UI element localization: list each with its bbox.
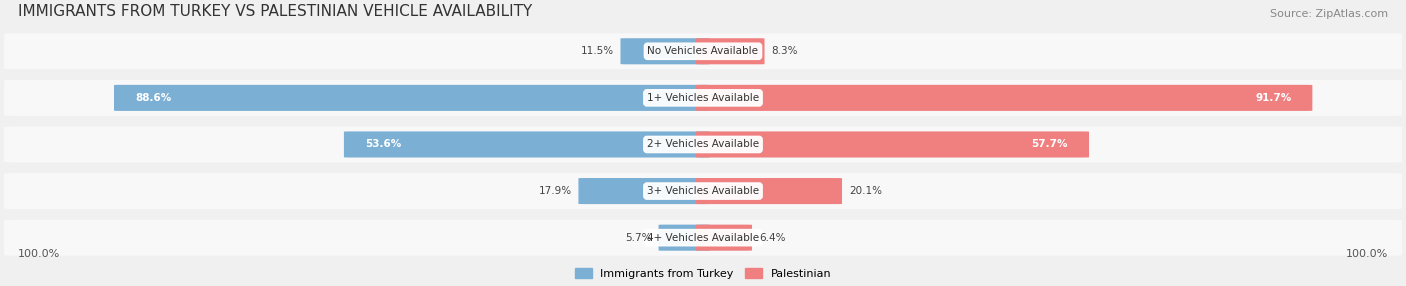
- Text: 1+ Vehicles Available: 1+ Vehicles Available: [647, 93, 759, 103]
- FancyBboxPatch shape: [658, 225, 710, 251]
- FancyBboxPatch shape: [696, 38, 765, 64]
- FancyBboxPatch shape: [578, 178, 710, 204]
- FancyBboxPatch shape: [4, 80, 1402, 116]
- Text: 17.9%: 17.9%: [538, 186, 571, 196]
- Text: 8.3%: 8.3%: [772, 46, 799, 56]
- Text: 2+ Vehicles Available: 2+ Vehicles Available: [647, 140, 759, 150]
- FancyBboxPatch shape: [696, 132, 1090, 158]
- Text: 57.7%: 57.7%: [1032, 140, 1069, 150]
- Text: No Vehicles Available: No Vehicles Available: [648, 46, 758, 56]
- FancyBboxPatch shape: [114, 85, 710, 111]
- FancyBboxPatch shape: [620, 38, 710, 64]
- Text: Source: ZipAtlas.com: Source: ZipAtlas.com: [1270, 9, 1388, 19]
- Text: 88.6%: 88.6%: [135, 93, 172, 103]
- FancyBboxPatch shape: [696, 178, 842, 204]
- Text: 91.7%: 91.7%: [1256, 93, 1291, 103]
- Text: 5.7%: 5.7%: [626, 233, 651, 243]
- Text: IMMIGRANTS FROM TURKEY VS PALESTINIAN VEHICLE AVAILABILITY: IMMIGRANTS FROM TURKEY VS PALESTINIAN VE…: [18, 4, 533, 19]
- FancyBboxPatch shape: [4, 126, 1402, 162]
- FancyBboxPatch shape: [4, 33, 1402, 69]
- Text: 4+ Vehicles Available: 4+ Vehicles Available: [647, 233, 759, 243]
- Text: 100.0%: 100.0%: [18, 249, 60, 259]
- FancyBboxPatch shape: [4, 173, 1402, 209]
- FancyBboxPatch shape: [696, 225, 752, 251]
- FancyBboxPatch shape: [696, 85, 1312, 111]
- FancyBboxPatch shape: [4, 220, 1402, 256]
- FancyBboxPatch shape: [344, 132, 710, 158]
- Text: 53.6%: 53.6%: [366, 140, 401, 150]
- Text: 6.4%: 6.4%: [759, 233, 786, 243]
- Text: 3+ Vehicles Available: 3+ Vehicles Available: [647, 186, 759, 196]
- Text: 11.5%: 11.5%: [581, 46, 613, 56]
- Text: 100.0%: 100.0%: [1346, 249, 1388, 259]
- Text: 20.1%: 20.1%: [849, 186, 882, 196]
- Legend: Immigrants from Turkey, Palestinian: Immigrants from Turkey, Palestinian: [571, 264, 835, 283]
